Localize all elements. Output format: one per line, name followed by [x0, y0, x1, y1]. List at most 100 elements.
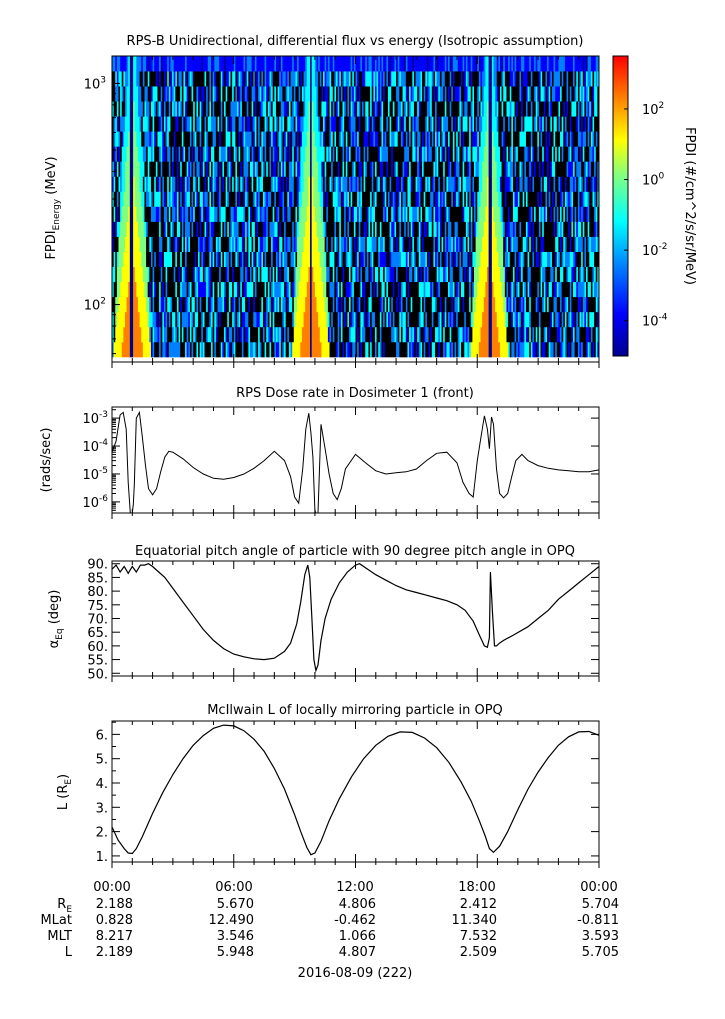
- spectrogram-cell: [126, 146, 129, 162]
- spectrogram-cell: [147, 206, 150, 222]
- spectrogram-cell: [347, 176, 350, 192]
- spectrogram-cell: [211, 221, 214, 237]
- spectrogram-cell: [249, 146, 253, 162]
- spectrogram-cell: [353, 236, 356, 252]
- spectrogram-cell: [165, 236, 168, 252]
- spectrogram-cell: [212, 191, 215, 207]
- spectrogram-cell: [360, 326, 363, 343]
- spectrogram-cell: [381, 236, 384, 252]
- spectrogram-cell: [457, 146, 460, 162]
- spectrogram-cell: [236, 221, 240, 237]
- spectrogram-cell: [386, 281, 389, 298]
- spectrogram-cell: [146, 236, 149, 252]
- spectrogram-cell: [410, 221, 413, 237]
- spectrogram-cell: [214, 86, 217, 102]
- spectrogram-cell: [160, 86, 163, 102]
- spectrogram-cell: [475, 311, 478, 328]
- spectrogram-cell: [284, 281, 287, 298]
- spectrogram-cell: [176, 341, 179, 358]
- spectrogram-cell: [173, 176, 176, 192]
- spectrogram-cell: [233, 341, 236, 358]
- spectrogram-cell: [452, 176, 455, 192]
- spectrogram-cell: [331, 176, 334, 192]
- spectrogram-cell: [230, 221, 233, 237]
- spectrogram-cell: [485, 311, 488, 328]
- spectrogram-cell: [251, 191, 254, 207]
- spectrogram-cell: [396, 116, 399, 132]
- spectrogram-cell: [180, 341, 183, 358]
- spectrogram-cell: [227, 56, 230, 72]
- spectrogram-cell: [444, 161, 447, 177]
- spectrogram-cell: [310, 236, 313, 252]
- spectrogram-cell: [267, 101, 270, 117]
- spectrogram-cell: [254, 311, 257, 328]
- spectrogram-cell: [347, 116, 350, 132]
- spectrogram-cell: [217, 251, 220, 268]
- spectrogram-cell: [222, 176, 225, 192]
- spectrogram-cell: [512, 236, 515, 252]
- spectrogram-cell: [365, 146, 368, 162]
- spectrogram-cell: [470, 191, 473, 207]
- spectrogram-cell: [480, 221, 483, 237]
- spectrogram-cell: [337, 311, 340, 328]
- spectrogram-cell: [433, 191, 436, 207]
- spectrogram-cell: [206, 326, 209, 343]
- spectrogram-cell: [371, 221, 374, 237]
- spectrogram-cell: [391, 266, 394, 283]
- spectrogram-cell: [264, 326, 267, 343]
- spectrogram-cell: [235, 281, 238, 298]
- spectrogram-cell: [413, 71, 416, 87]
- spectrogram-cell: [212, 341, 215, 358]
- spectrogram-cell: [449, 266, 452, 283]
- spectrogram-cell: [256, 296, 259, 313]
- spectrogram-cell: [261, 281, 264, 298]
- spectrogram-cell: [493, 176, 496, 192]
- spectrogram-cell: [342, 191, 345, 207]
- spectrogram-cell: [261, 56, 264, 72]
- spectrogram-cell: [428, 341, 431, 358]
- spectrogram-cell: [292, 191, 295, 207]
- spectrogram-cell: [363, 251, 366, 268]
- spectrogram-cell: [157, 236, 160, 252]
- spectrogram-cell: [266, 131, 269, 147]
- spectrogram-cell: [269, 296, 272, 313]
- spectrogram-cell: [436, 251, 439, 268]
- spectrogram-cell: [391, 326, 394, 343]
- spectrogram-cell: [288, 146, 291, 162]
- spectrogram-cell: [167, 131, 170, 147]
- spectrogram-cell: [233, 206, 236, 222]
- spectrogram-cell: [235, 146, 238, 162]
- spectrogram-cell: [433, 236, 436, 252]
- spectrogram-cell: [368, 131, 371, 147]
- spectrogram-cell: [399, 266, 402, 283]
- spectrogram-cell: [154, 251, 157, 268]
- spectrogram-cell: [246, 116, 249, 132]
- spectrogram-cell: [305, 71, 308, 87]
- spectrogram-cell: [379, 281, 382, 298]
- spectrogram-cell: [426, 266, 429, 283]
- spectrogram-cell: [150, 131, 153, 147]
- spectrogram-cell: [160, 281, 163, 298]
- spectrogram-cell: [511, 191, 514, 207]
- spectrogram-cell: [425, 116, 428, 132]
- spectrogram-cell: [444, 341, 447, 358]
- spectrogram-cell: [436, 266, 439, 283]
- spectrogram-cell: [363, 281, 366, 298]
- spectrogram-cell: [274, 116, 277, 132]
- spectrogram-cell: [470, 56, 473, 72]
- spectrogram-cell: [353, 161, 356, 177]
- spectrogram-cell: [478, 206, 481, 222]
- spectrogram-cell: [316, 146, 319, 162]
- spectrogram-cell: [506, 266, 509, 283]
- spectrogram-cell: [288, 251, 291, 268]
- spectrogram-cell: [113, 236, 116, 252]
- spectrogram-cell: [146, 296, 149, 313]
- spectrogram-cell: [467, 146, 470, 162]
- spectrogram-cell: [301, 146, 304, 162]
- spectrogram-cell: [426, 56, 429, 72]
- spectrogram-cell: [279, 176, 282, 192]
- spectrogram-cell: [448, 161, 451, 177]
- spectrogram-cell: [120, 341, 123, 358]
- spectrogram-cell: [121, 71, 124, 87]
- spectrogram-cell: [472, 176, 475, 192]
